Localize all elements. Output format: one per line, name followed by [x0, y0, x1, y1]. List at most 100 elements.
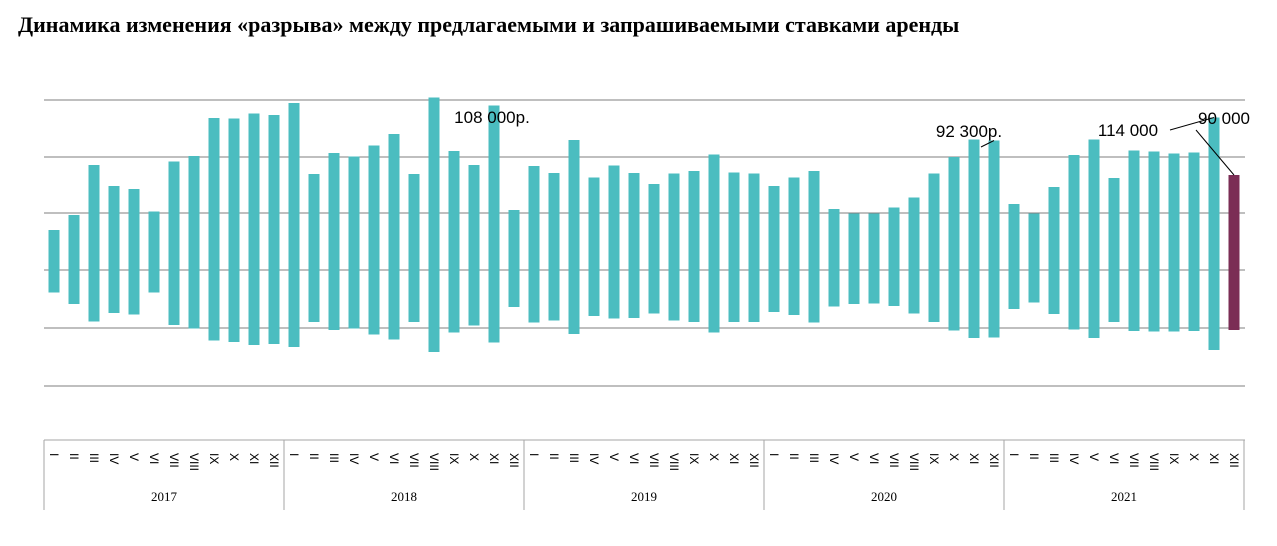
- month-tick-label: VII: [647, 453, 661, 468]
- bar: [1228, 175, 1240, 330]
- bar: [408, 174, 420, 322]
- bar: [68, 215, 80, 304]
- month-tick-label: II: [1027, 453, 1041, 460]
- bar: [1088, 139, 1100, 338]
- month-tick-label: VIII: [1147, 453, 1161, 471]
- bar: [848, 213, 860, 304]
- month-tick-label: IX: [1167, 453, 1181, 464]
- bar: [688, 171, 700, 322]
- month-tick-label: XI: [487, 453, 501, 464]
- month-tick-label: VI: [147, 453, 161, 464]
- bar: [968, 139, 980, 338]
- bar: [1028, 213, 1040, 303]
- bar: [328, 153, 340, 330]
- month-tick-label: VI: [867, 453, 881, 464]
- month-tick-label: III: [567, 453, 581, 463]
- month-tick-label: V: [607, 453, 621, 461]
- bar: [508, 210, 520, 307]
- bar: [928, 173, 940, 322]
- bar: [628, 173, 640, 318]
- month-tick-label: VII: [887, 453, 901, 468]
- bar: [728, 172, 740, 322]
- bar: [1148, 151, 1160, 332]
- year-label: 2017: [151, 489, 178, 504]
- month-tick-label: I: [767, 453, 781, 456]
- month-tick-label: IX: [927, 453, 941, 464]
- bar: [908, 197, 920, 314]
- year-label: 2019: [631, 489, 657, 504]
- month-tick-label: IV: [587, 453, 601, 464]
- month-tick-label: XI: [1207, 453, 1221, 464]
- bar: [428, 97, 440, 352]
- month-tick-label: V: [127, 453, 141, 461]
- month-tick-label: VI: [387, 453, 401, 464]
- bar: [768, 186, 780, 312]
- bar: [108, 186, 120, 313]
- bar: [948, 157, 960, 331]
- month-tick-label: VIII: [667, 453, 681, 471]
- bar: [188, 156, 200, 329]
- bar: [1108, 178, 1120, 322]
- chart-title: Динамика изменения «разрыва» между предл…: [18, 12, 960, 37]
- month-tick-label: II: [307, 453, 321, 460]
- bar: [988, 140, 1000, 338]
- bar: [748, 173, 760, 322]
- bar: [1188, 152, 1200, 331]
- month-tick-label: VII: [167, 453, 181, 468]
- month-tick-label: IX: [447, 453, 461, 464]
- month-tick-label: XII: [747, 453, 761, 468]
- month-tick-label: XII: [507, 453, 521, 468]
- bar: [608, 165, 620, 319]
- bar: [488, 105, 500, 343]
- bar: [568, 140, 580, 334]
- data-label: 114 000: [1098, 121, 1158, 140]
- bar: [828, 209, 840, 307]
- bar: [348, 156, 360, 329]
- bar: [168, 161, 180, 325]
- bar: [528, 166, 540, 323]
- month-tick-label: IV: [827, 453, 841, 464]
- month-tick-label: XI: [727, 453, 741, 464]
- bar: [368, 145, 380, 335]
- month-tick-label: II: [67, 453, 81, 460]
- month-tick-label: VIII: [187, 453, 201, 471]
- month-tick-label: III: [1047, 453, 1061, 463]
- x-axis: I II III IV V VI VII VIII IX X XI XII I II III IV V VI VII…: [43, 439, 1245, 510]
- bar: [588, 177, 600, 316]
- month-tick-label: VI: [1107, 453, 1121, 464]
- bar: [388, 134, 400, 340]
- bar: [208, 118, 220, 341]
- month-tick-label: I: [287, 453, 301, 456]
- bar: [548, 173, 560, 321]
- month-tick-label: V: [847, 453, 861, 461]
- gridlines: [44, 99, 1245, 387]
- bar: [288, 103, 300, 347]
- month-tick-label: IX: [207, 453, 221, 464]
- month-tick-label: V: [367, 453, 381, 461]
- bar: [268, 115, 280, 344]
- bar: [468, 165, 480, 326]
- month-tick-label: VI: [627, 453, 641, 464]
- bar: [788, 177, 800, 315]
- month-tick-label: X: [227, 453, 241, 461]
- annotation-leaders: [980, 117, 1235, 176]
- bar: [808, 171, 820, 323]
- month-tick-label: XI: [247, 453, 261, 464]
- month-tick-label: XII: [987, 453, 1001, 468]
- leader-line: [1195, 129, 1235, 176]
- month-tick-label: X: [947, 453, 961, 461]
- bar: [648, 184, 660, 314]
- month-tick-label: XI: [967, 453, 981, 464]
- annotations: 108 000р. 92 300р. 114 000 90 000: [454, 108, 1250, 141]
- bars: [48, 97, 1240, 352]
- year-label: 2021: [1111, 489, 1137, 504]
- bar: [1008, 204, 1020, 309]
- bar: [708, 154, 720, 333]
- month-tick-label: IV: [347, 453, 361, 464]
- month-tick-label: XII: [267, 453, 281, 468]
- month-tick-label: VII: [1127, 453, 1141, 468]
- year-label: 2018: [391, 489, 417, 504]
- bar: [48, 230, 60, 293]
- month-tick-label: III: [807, 453, 821, 463]
